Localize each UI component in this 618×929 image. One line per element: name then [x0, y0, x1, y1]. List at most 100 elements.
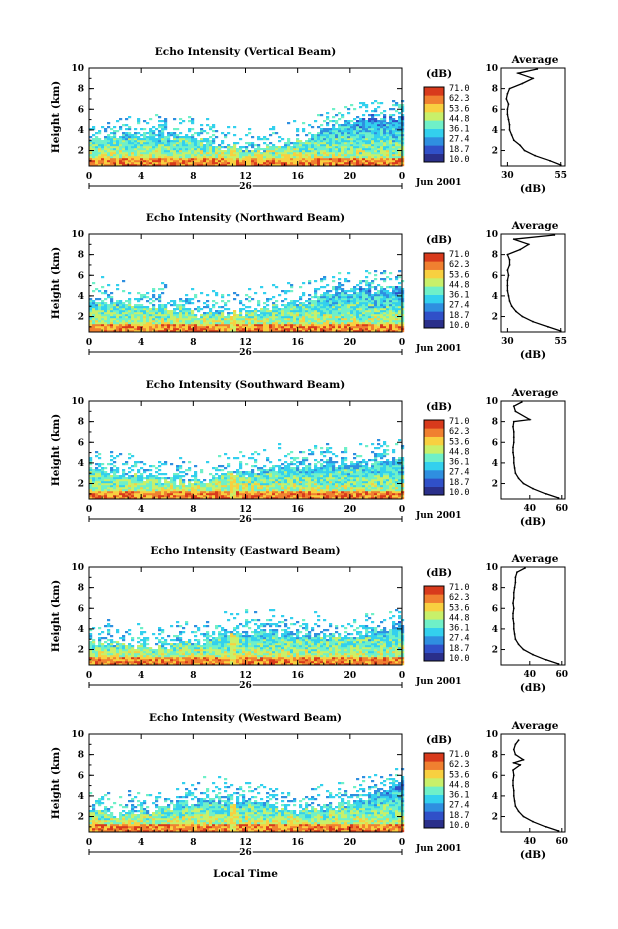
heatmap-cell	[110, 316, 114, 319]
heatmap-cell	[185, 491, 189, 494]
heatmap-cell	[143, 487, 147, 490]
heatmap-cell	[245, 477, 249, 480]
heatmap-cell	[377, 164, 381, 167]
heatmap-cell	[287, 304, 291, 307]
heatmap-cell	[341, 328, 345, 331]
heatmap-cell	[329, 162, 333, 165]
heatmap-cell	[374, 158, 378, 161]
heatmap-cell	[158, 481, 162, 484]
heatmap-cell	[362, 120, 366, 123]
heatmap-cell	[119, 142, 123, 145]
heatmap-cell	[98, 471, 102, 474]
heatmap-cell	[236, 162, 240, 165]
heatmap-cell	[269, 146, 273, 149]
heatmap-cell	[197, 144, 201, 147]
heatmap-cell	[164, 118, 168, 121]
heatmap-cell	[173, 132, 177, 135]
heatmap-cell	[389, 148, 393, 151]
heatmap-cell	[125, 320, 129, 323]
heatmap-cell	[371, 142, 375, 145]
heatmap-cell	[284, 148, 288, 151]
heatmap-cell	[356, 160, 360, 163]
heatmap-cell	[296, 308, 300, 311]
heatmap-cell	[365, 132, 369, 135]
heatmap-cell	[101, 316, 105, 319]
heatmap-cell	[395, 160, 399, 163]
heatmap-cell	[134, 328, 138, 331]
heatmap-cell	[215, 314, 219, 317]
heatmap-cell	[164, 120, 168, 123]
heatmap-cell	[122, 495, 126, 498]
heatmap-cell	[221, 324, 225, 327]
heatmap-cell	[398, 326, 402, 329]
heatmap-cell	[275, 330, 279, 333]
panel-2: Echo Intensity (Southward Beam)246810Hei…	[50, 379, 568, 528]
heatmap-cell	[206, 493, 210, 496]
heatmap-cell	[269, 156, 273, 159]
heatmap-cell	[251, 495, 255, 498]
heatmap-cell	[389, 124, 393, 127]
heatmap-cell	[338, 318, 342, 321]
heatmap-cell	[242, 320, 246, 323]
heatmap-cell	[347, 120, 351, 123]
heatmap-cell	[359, 280, 363, 283]
heatmap-cell	[101, 302, 105, 305]
heatmap-cell	[137, 300, 141, 303]
heatmap-cell	[149, 330, 153, 333]
heatmap-cell	[308, 142, 312, 145]
heatmap-cell	[380, 146, 384, 149]
heatmap-cell	[353, 144, 357, 147]
heatmap-cell	[362, 162, 366, 165]
heatmap-cell	[98, 483, 102, 486]
heatmap-cell	[263, 158, 267, 161]
heatmap-cell	[338, 138, 342, 141]
heatmap-cell	[245, 164, 249, 167]
heatmap-cell	[245, 479, 249, 482]
heatmap-cell	[329, 152, 333, 155]
heatmap-cell	[374, 138, 378, 141]
heatmap-cell	[173, 302, 177, 305]
heatmap-cell	[149, 158, 153, 161]
heatmap-cell	[194, 483, 198, 486]
heatmap-cell	[191, 146, 195, 149]
heatmap-cell	[230, 479, 234, 482]
heatmap-cell	[227, 152, 231, 155]
heatmap-cell	[233, 477, 237, 480]
heatmap-cell	[92, 128, 96, 131]
heatmap-cell	[236, 314, 240, 317]
heatmap-cell	[332, 298, 336, 301]
heatmap-cell	[239, 461, 243, 464]
heatmap-cell	[332, 322, 336, 325]
heatmap-cell	[377, 130, 381, 133]
heatmap-cell	[152, 475, 156, 478]
heatmap-cell	[113, 138, 117, 141]
heatmap-cell	[206, 148, 210, 151]
heatmap-cell	[209, 483, 213, 486]
heatmap-cell	[386, 324, 390, 327]
heatmap-cell	[113, 316, 117, 319]
heatmap-cell	[236, 156, 240, 159]
heatmap-cell	[125, 493, 129, 496]
heatmap-cell	[371, 144, 375, 147]
heatmap-cell	[143, 308, 147, 311]
heatmap-cell	[176, 467, 180, 470]
heatmap-cell	[104, 162, 108, 165]
heatmap-cell	[308, 156, 312, 159]
heatmap-cell	[95, 164, 99, 167]
heatmap-cell	[158, 328, 162, 331]
heatmap-cell	[137, 142, 141, 145]
heatmap-cell	[92, 300, 96, 303]
heatmap-cell	[389, 142, 393, 145]
heatmap-cell	[314, 300, 318, 303]
heatmap-cell	[287, 158, 291, 161]
heatmap-cell	[383, 116, 387, 119]
heatmap-cell	[245, 487, 249, 490]
heatmap-cell	[353, 304, 357, 307]
heatmap-cell	[221, 322, 225, 325]
heatmap-cell	[224, 324, 228, 327]
heatmap-cell	[386, 306, 390, 309]
heatmap-cell	[254, 144, 258, 147]
heatmap-cell	[98, 158, 102, 161]
heatmap-cell	[167, 485, 171, 488]
heatmap-cell	[260, 473, 264, 476]
